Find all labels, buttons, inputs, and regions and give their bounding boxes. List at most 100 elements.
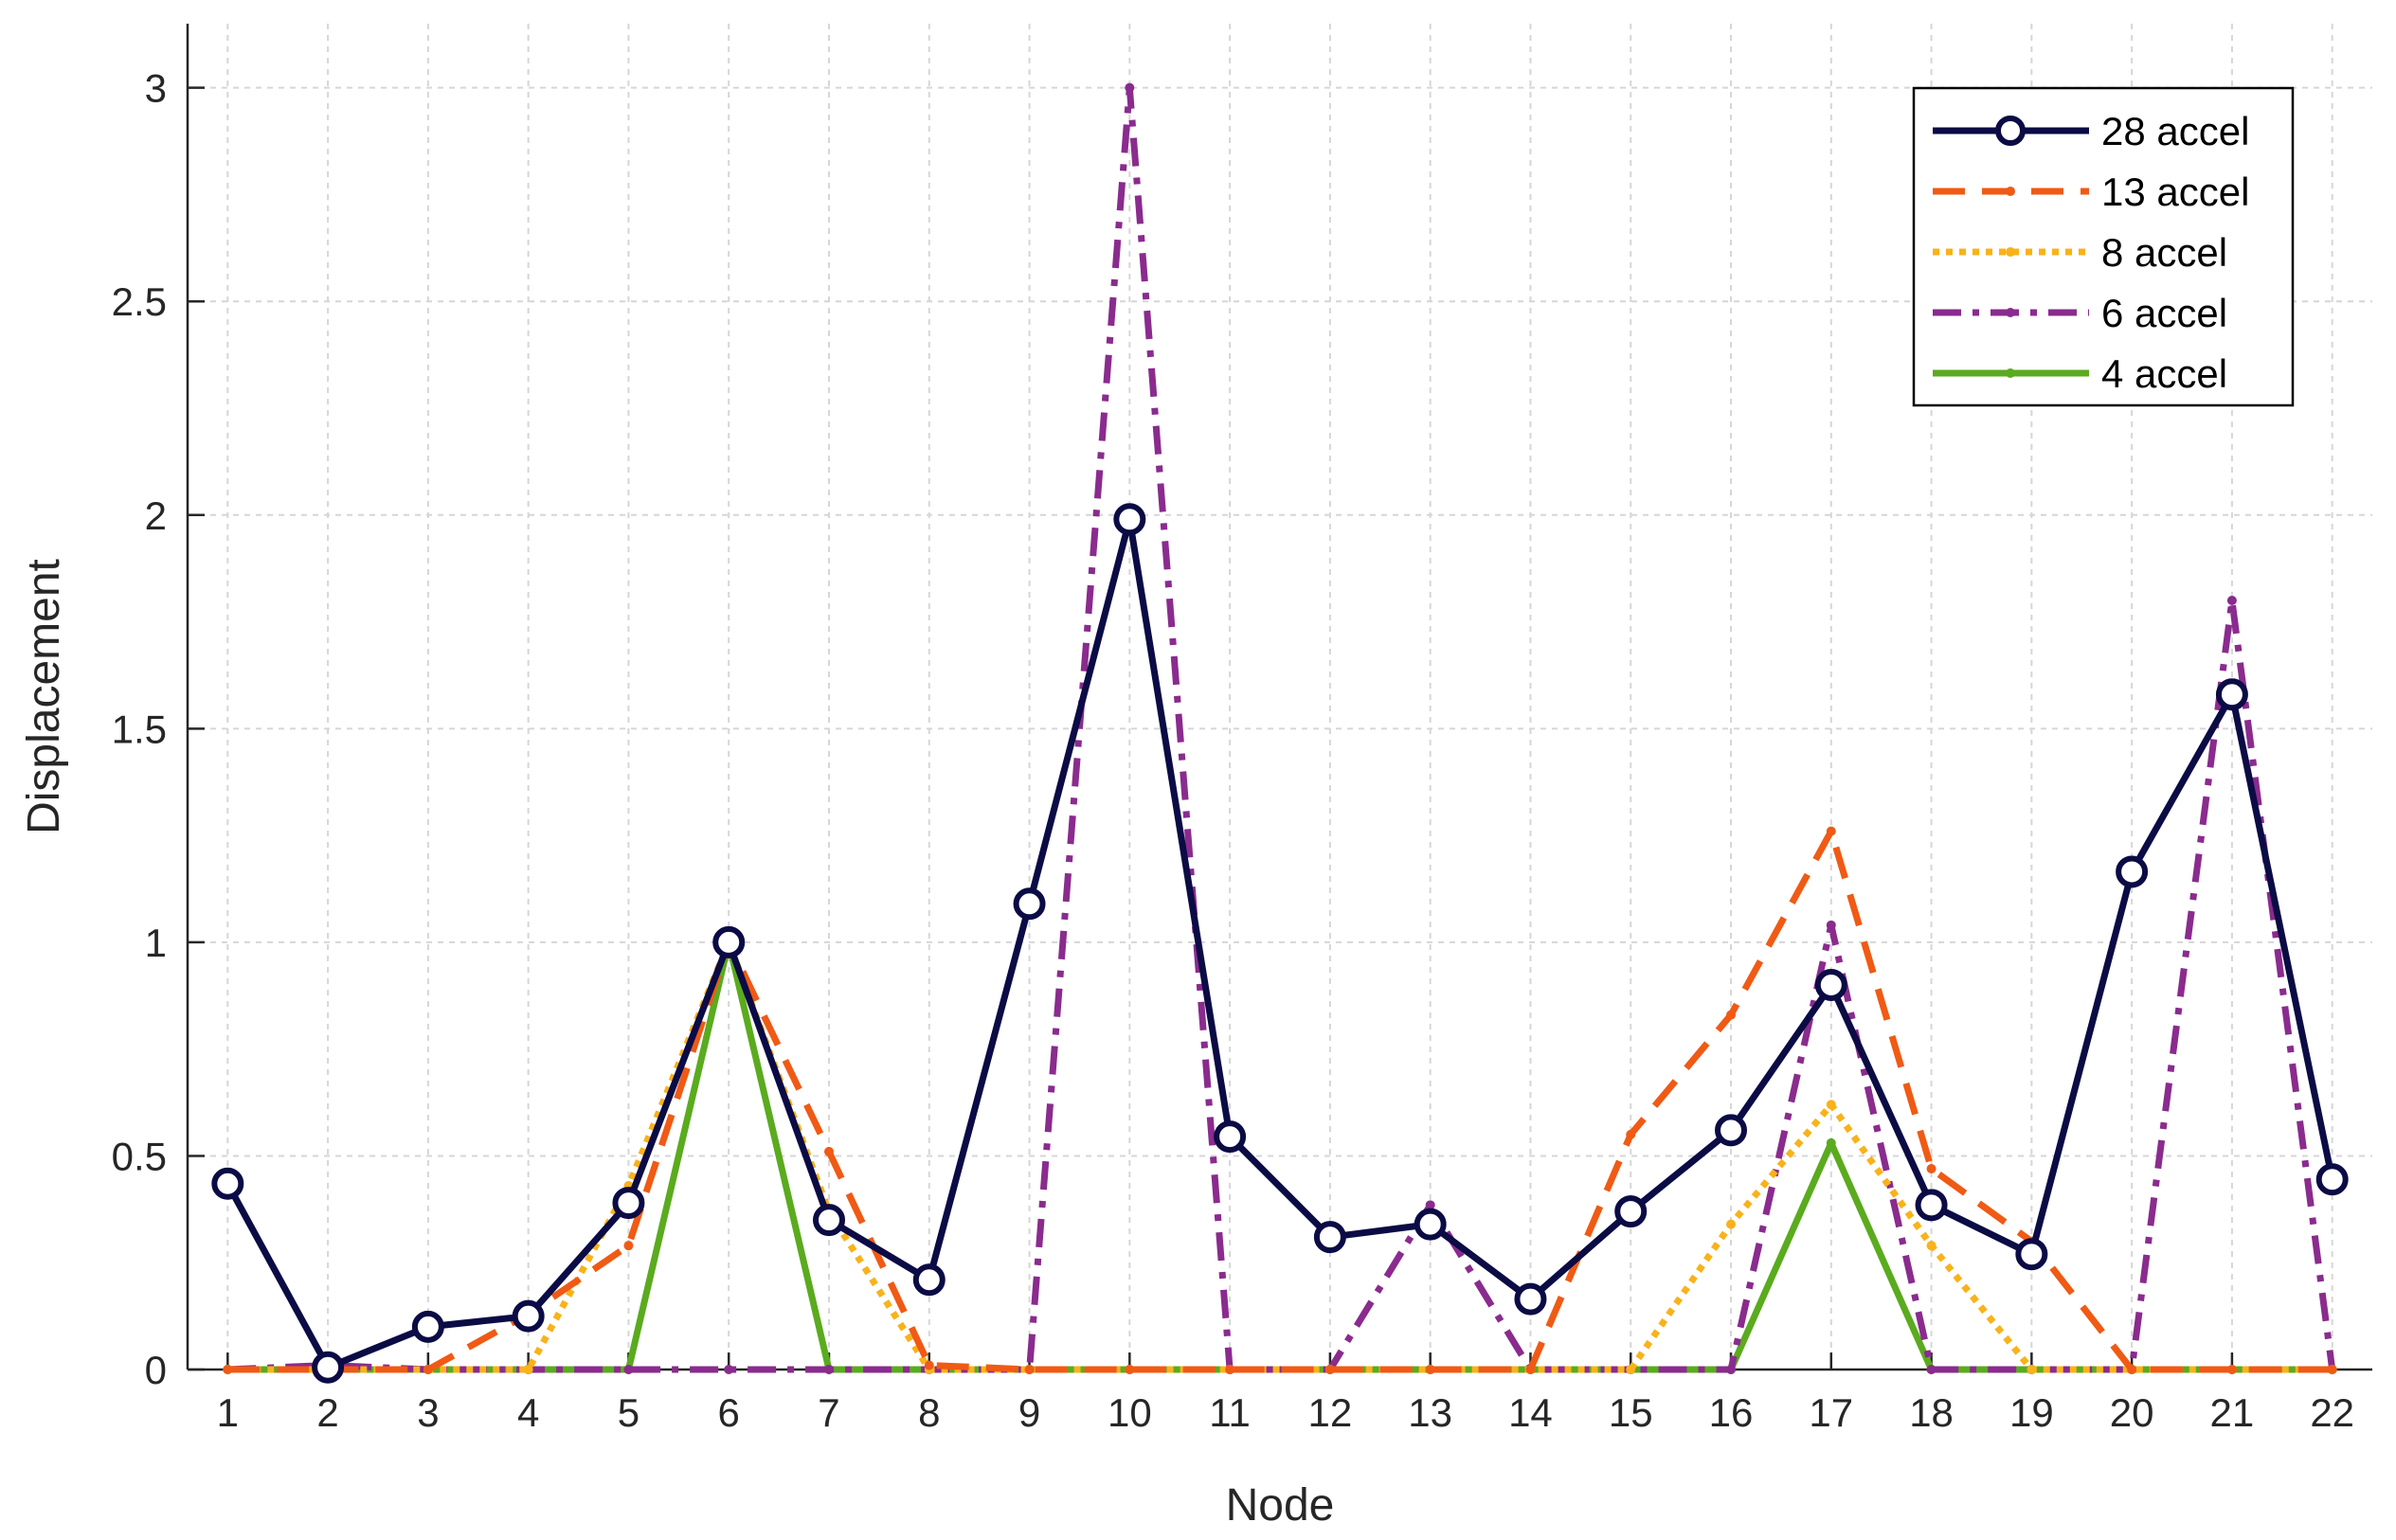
data-point <box>1826 1100 1836 1110</box>
data-point <box>1024 1365 1035 1374</box>
legend-entry: 13 accel <box>1933 170 2249 214</box>
y-tick-label: 1 <box>145 921 167 965</box>
data-point <box>1614 1195 1648 1228</box>
series-line <box>227 828 2333 1373</box>
data-point <box>1726 1219 1737 1229</box>
data-point <box>623 1241 634 1251</box>
data-point <box>2226 596 2237 605</box>
x-tick-label: 8 <box>918 1390 940 1435</box>
y-tick-label: 0.5 <box>112 1134 167 1178</box>
data-point <box>223 1365 233 1374</box>
x-tick-label: 13 <box>1408 1390 1452 1435</box>
x-tick-label: 11 <box>1209 1390 1251 1435</box>
data-point <box>724 1365 734 1374</box>
x-axis-label: Node <box>1226 1480 1335 1531</box>
data-point <box>1915 1189 1948 1222</box>
y-tick-label: 3 <box>145 66 167 111</box>
data-point <box>1324 1365 1335 1374</box>
data-point <box>2215 678 2248 711</box>
x-tick-label: 17 <box>1809 1390 1853 1435</box>
data-point <box>1726 1010 1737 1020</box>
data-point <box>411 1310 444 1343</box>
x-tick-label: 1 <box>217 1390 239 1435</box>
data-point <box>1113 503 1146 536</box>
legend-entry: 8 accel <box>1933 230 2227 275</box>
y-tick-labels: 0 0.5 1 1.5 2 2.5 3 <box>112 66 167 1392</box>
y-tick-label: 0 <box>145 1348 167 1392</box>
legend-label: 4 accel <box>2101 351 2227 396</box>
x-tick-label: 16 <box>1709 1390 1754 1435</box>
data-point <box>523 1365 533 1374</box>
data-point <box>2327 1365 2337 1374</box>
data-point <box>312 1351 345 1384</box>
data-point <box>1313 1221 1346 1254</box>
data-point <box>1814 969 1847 1001</box>
x-tick-label: 9 <box>1018 1390 1040 1435</box>
data-point <box>1414 1208 1447 1241</box>
data-point <box>1826 1137 1836 1148</box>
data-point <box>2015 1238 2048 1271</box>
series-line <box>227 939 2333 1373</box>
data-point <box>712 925 746 958</box>
data-point <box>2116 855 2149 888</box>
x-tick-label: 6 <box>718 1390 740 1435</box>
data-point <box>2127 1365 2137 1374</box>
data-point <box>1514 1282 1547 1316</box>
legend-marker <box>1995 116 2026 146</box>
data-point <box>823 1365 834 1374</box>
data-point <box>612 1187 645 1220</box>
legend-label: 6 accel <box>2101 291 2227 335</box>
data-point <box>1726 1365 1737 1374</box>
data-point <box>1826 826 1836 836</box>
x-tick-label: 12 <box>1308 1390 1353 1435</box>
legend-marker <box>2006 368 2015 378</box>
data-point <box>924 1360 934 1370</box>
x-tick-label: 21 <box>2210 1390 2255 1435</box>
series-layer <box>211 82 2349 1384</box>
data-point <box>1225 1365 1235 1374</box>
data-point <box>2315 1163 2349 1196</box>
data-point <box>623 1365 634 1374</box>
data-point <box>512 1299 545 1333</box>
data-point <box>1214 1120 1247 1154</box>
legend-box <box>1912 86 2295 407</box>
legend-label: 8 accel <box>2101 230 2227 275</box>
x-tick-label: 10 <box>1108 1390 1152 1435</box>
legend-entry: 4 accel <box>1933 351 2227 396</box>
y-tick-label: 1.5 <box>112 707 167 751</box>
y-tick-label: 2.5 <box>112 279 167 324</box>
data-point <box>1926 1241 1937 1251</box>
legend-label: 28 accel <box>2101 109 2249 153</box>
x-tick-label: 2 <box>316 1390 338 1435</box>
series-13-accel <box>223 826 2337 1374</box>
data-point <box>1626 1365 1636 1374</box>
data-point <box>1826 920 1836 930</box>
data-point <box>2027 1365 2037 1374</box>
x-gridlines <box>226 24 2333 1370</box>
x-tick-label: 7 <box>818 1390 839 1435</box>
data-point <box>1425 1200 1435 1210</box>
x-tick-label: 14 <box>1508 1390 1553 1435</box>
series-line <box>227 84 2336 1373</box>
data-point <box>2226 1365 2237 1374</box>
x-tick-label: 3 <box>417 1390 439 1435</box>
data-point <box>912 1263 946 1297</box>
data-point <box>1013 887 1046 921</box>
legend-label: 13 accel <box>2101 170 2249 214</box>
data-point <box>423 1365 433 1374</box>
x-tick-label: 5 <box>618 1390 640 1435</box>
y-axis-label: Displacement <box>19 559 69 834</box>
x-tick-label: 22 <box>2310 1390 2354 1435</box>
data-point <box>1926 1365 1937 1374</box>
legend-entry: 6 accel <box>1933 291 2227 335</box>
data-point <box>1525 1365 1536 1374</box>
x-tick-label: 19 <box>2009 1390 2054 1435</box>
data-point <box>1626 1129 1636 1139</box>
data-point <box>1926 1163 1937 1173</box>
legend: 28 accel 13 accel 8 accel 6 accel 4 accel <box>1912 86 2295 407</box>
series-line <box>225 515 2336 1371</box>
y-tick-label: 2 <box>145 493 167 538</box>
x-tick-label: 20 <box>2110 1390 2154 1435</box>
data-point <box>1125 1365 1135 1374</box>
